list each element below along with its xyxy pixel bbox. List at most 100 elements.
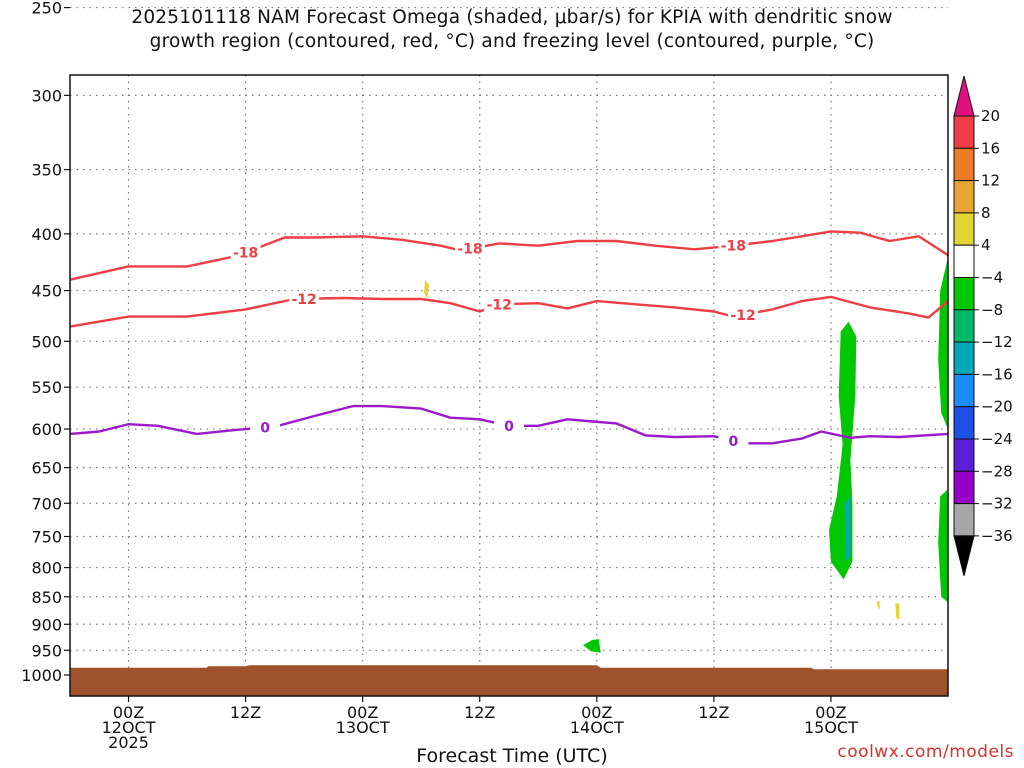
colorbar: 20 16 12 8 4 −4 −8 −12 −16 −20 −24 −28 −32 −36	[953, 75, 1013, 577]
y-tick-label: 850	[31, 588, 62, 607]
omega-plume-edge-lower	[938, 489, 948, 603]
contour-label-bg	[454, 240, 485, 257]
colorbar-label: 20	[981, 107, 1000, 125]
contour-label: -12	[487, 297, 512, 313]
x-tick-label: 13OCT	[336, 718, 390, 737]
colorbar-swatch	[953, 309, 975, 343]
x-tick-label: 12Z	[464, 703, 495, 722]
colorbar-swatch	[953, 180, 975, 214]
colorbar-label: −8	[981, 301, 1003, 319]
contour-label: -12	[291, 292, 316, 308]
y-tick-label: 600	[31, 420, 62, 439]
omega-speck-3	[895, 603, 900, 620]
y-tick-label: 350	[31, 161, 62, 180]
x-tick-label: 2025	[108, 733, 149, 752]
contour-minus12	[69, 295, 949, 328]
colorbar-label: −12	[981, 333, 1013, 351]
contour-label: -18	[457, 242, 482, 258]
plot-background	[70, 75, 948, 696]
omega-plume-core	[844, 496, 851, 562]
colorbar-swatch	[953, 147, 975, 182]
y-tick-label: 650	[31, 459, 62, 478]
colorbar-label: −16	[981, 365, 1013, 383]
colorbar-top-arrow	[953, 75, 975, 117]
y-tick-label: 700	[31, 494, 62, 513]
y-tick-label: 900	[31, 615, 62, 634]
title-line-2: growth region (contoured, red, °C) and f…	[149, 31, 875, 52]
colorbar-label: 4	[981, 236, 991, 254]
x-tick-label: 12Z	[698, 703, 729, 722]
y-tick-label: 450	[31, 282, 62, 301]
terrain-fill	[70, 665, 948, 696]
credit-link[interactable]: coolwx.com/models	[837, 742, 1014, 762]
x-tick-label: 00Z	[113, 703, 144, 722]
plot-area	[70, 75, 948, 696]
y-tick-label: 750	[31, 527, 62, 546]
omega-shading	[424, 257, 948, 653]
title-line-1: 2025101118 NAM Forecast Omega (shaded, μ…	[131, 7, 893, 28]
x-tick-label: 00Z	[581, 703, 612, 722]
contour-0	[69, 404, 949, 445]
omega-plume-edge-upper	[938, 257, 948, 430]
colorbar-swatch	[953, 341, 975, 375]
contour-label-bg	[718, 237, 749, 254]
y-tick-label: 800	[31, 559, 62, 578]
y-tick-label: 1000	[21, 666, 62, 685]
contour-label-bg	[718, 432, 749, 449]
colorbar-swatch	[953, 373, 975, 408]
terrain-surface	[70, 665, 948, 696]
colorbar-swatch	[953, 503, 975, 537]
colorbar-bottom-arrow	[953, 535, 975, 577]
contour-label-bg	[250, 419, 281, 436]
plot-frame	[69, 74, 949, 697]
colorbar-swatch	[953, 115, 975, 149]
y-axis-ticks: 250 300 350 400 450 500 550 600 650 700 750 800 850 9…	[21, 0, 70, 685]
contour-label: 0	[260, 420, 270, 436]
colorbar-label: −4	[981, 269, 1003, 287]
x-axis-label: Forecast Time (UTC)	[416, 745, 608, 767]
contour-label-bg	[289, 290, 320, 307]
omega-speck-1	[424, 279, 429, 299]
contour-label: 0	[729, 434, 739, 450]
contour-label-bg	[484, 296, 515, 313]
contour-label-bg	[230, 244, 261, 261]
colorbar-label: −36	[981, 527, 1013, 545]
x-tick-label: 12Z	[230, 703, 261, 722]
colorbar-swatch	[953, 438, 975, 472]
colorbar-label: −20	[981, 398, 1013, 416]
y-tick-label: 950	[31, 641, 62, 660]
contour-label: -12	[730, 308, 755, 324]
colorbar-label: 12	[981, 172, 1000, 190]
colorbar-swatch	[953, 244, 975, 278]
y-tick-label: 500	[31, 332, 62, 351]
contour-label-bg	[728, 306, 759, 323]
contour-label-bg	[494, 417, 524, 434]
colorbar-swatch	[953, 277, 975, 311]
colorbar-label: −32	[981, 495, 1013, 513]
omega-cell-small	[583, 639, 601, 653]
colorbar-label: −28	[981, 462, 1013, 480]
colorbar-swatch	[953, 470, 975, 505]
colorbar-swatch	[953, 212, 975, 246]
y-tick-label: 550	[31, 378, 62, 397]
colorbar-label: 8	[981, 204, 991, 222]
contour-lines: -18 -18 -18 -12 -12 -12 0 0 0	[69, 230, 949, 450]
contour-label: -18	[721, 239, 746, 255]
y-tick-label: 400	[31, 225, 62, 244]
x-tick-label: 00Z	[815, 703, 846, 722]
y-tick-label: 300	[31, 86, 62, 105]
x-tick-label: 12OCT	[102, 718, 156, 737]
chart-title: 2025101118 NAM Forecast Omega (shaded, μ…	[0, 6, 1024, 54]
omega-speck-2	[876, 601, 880, 610]
x-tick-label: 15OCT	[804, 718, 858, 737]
contour-label: 0	[504, 419, 514, 435]
colorbar-swatch	[953, 406, 975, 440]
colorbar-label: 16	[981, 139, 1000, 157]
x-tick-label: 00Z	[347, 703, 378, 722]
contour-label: -18	[233, 246, 258, 262]
x-tick-label: 14OCT	[570, 718, 624, 737]
colorbar-label: −24	[981, 430, 1013, 448]
y-tick-label: 250	[31, 0, 62, 18]
